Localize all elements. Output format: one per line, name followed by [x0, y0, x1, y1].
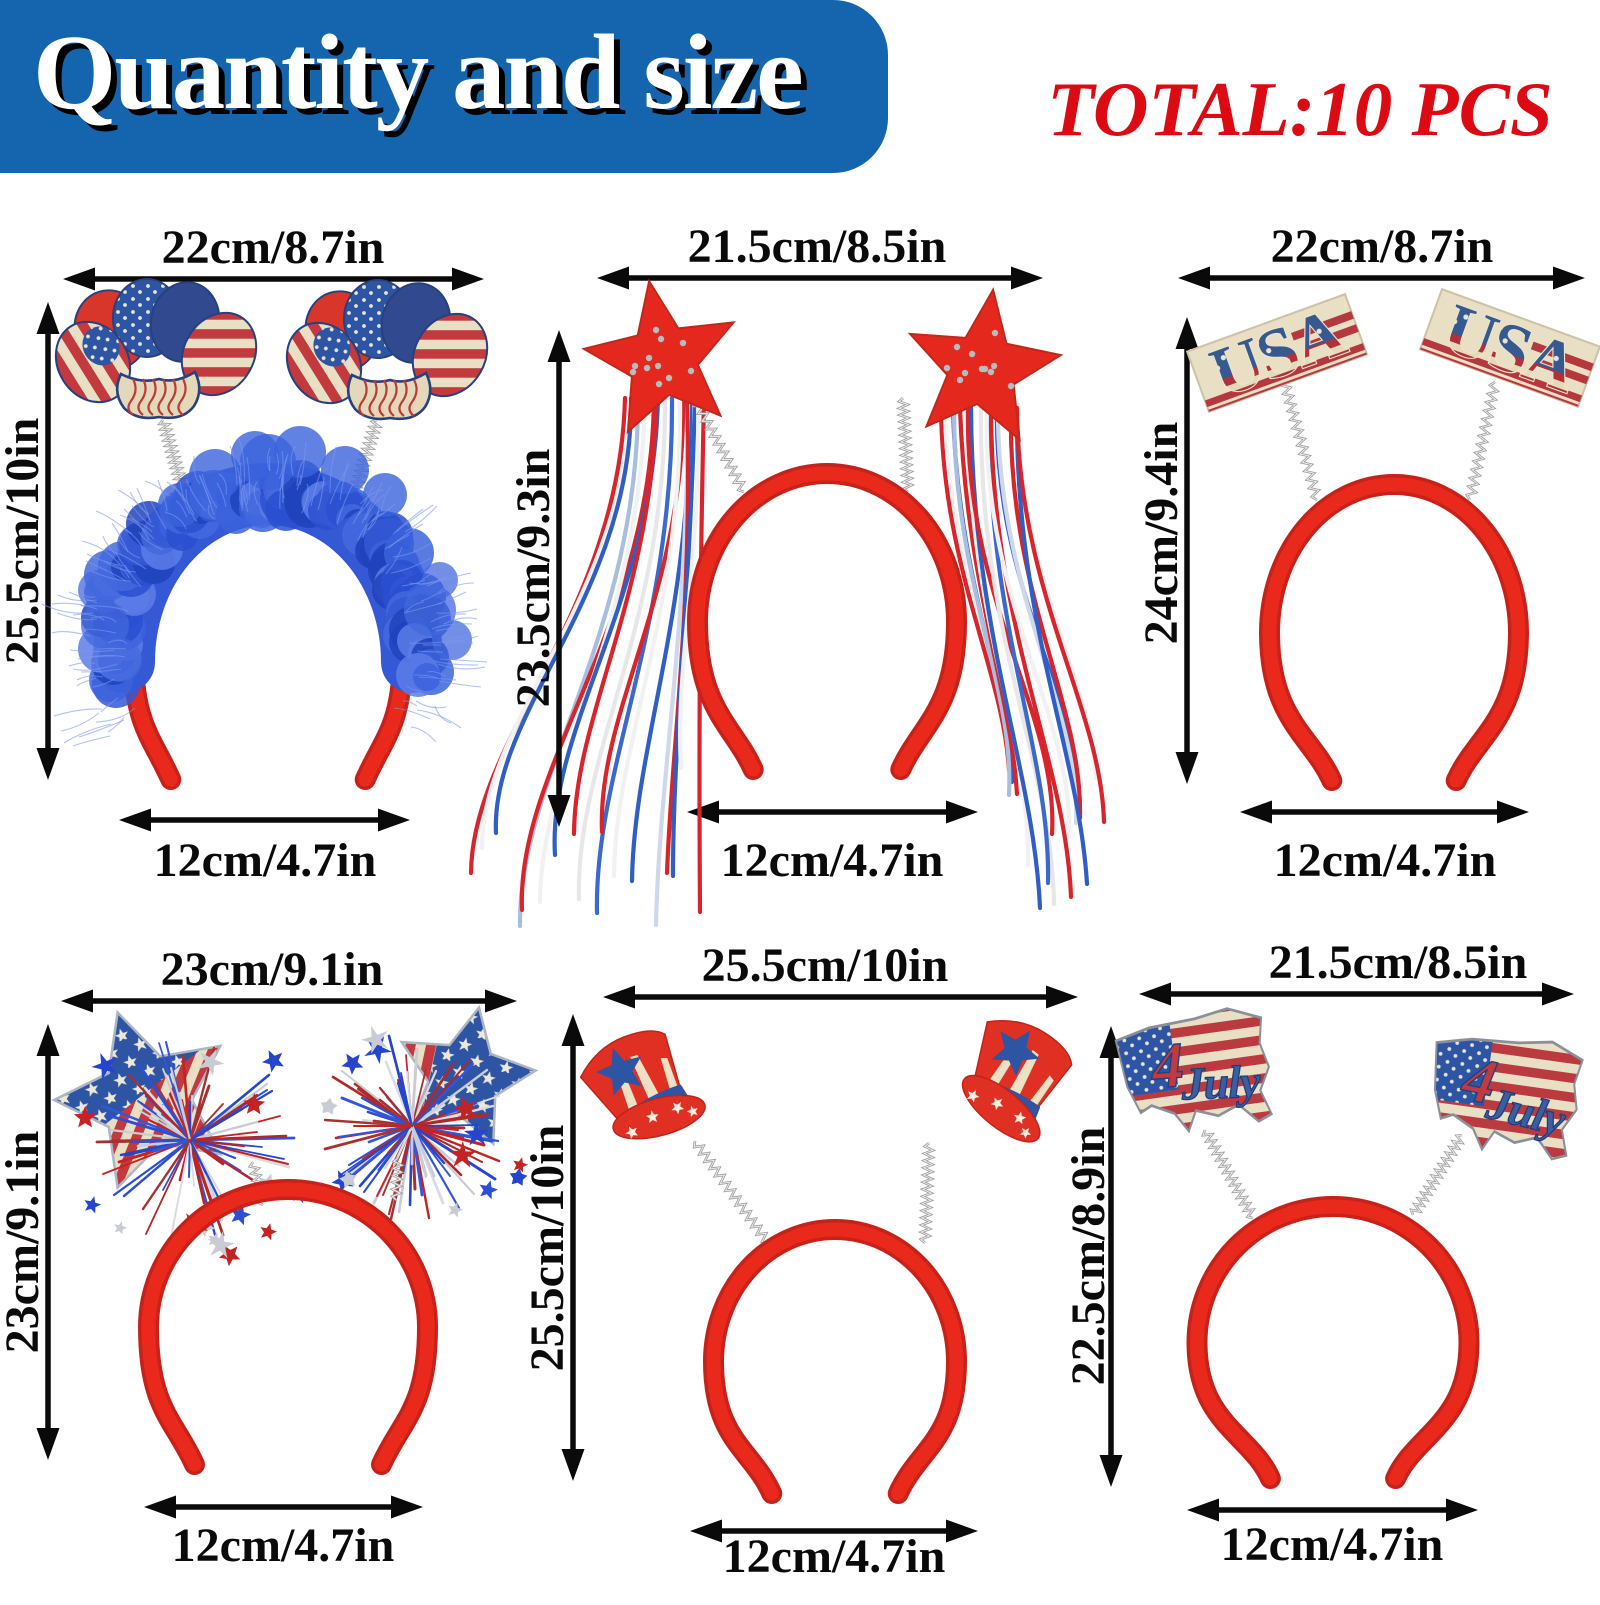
svg-text:12cm/4.7in: 12cm/4.7in	[723, 1530, 946, 1583]
svg-text:22cm/8.7in: 22cm/8.7in	[1271, 220, 1494, 273]
svg-text:12cm/4.7in: 12cm/4.7in	[721, 834, 944, 887]
svg-text:Quantity and size: Quantity and size	[33, 14, 802, 132]
svg-text:23.5cm/9.3in: 23.5cm/9.3in	[507, 449, 560, 708]
svg-text:24cm/9.4in: 24cm/9.4in	[1135, 422, 1188, 645]
svg-text:25.5cm/10in: 25.5cm/10in	[702, 939, 949, 992]
svg-text:12cm/4.7in: 12cm/4.7in	[1221, 1518, 1444, 1571]
svg-text:22.5cm/8.9in: 22.5cm/8.9in	[1062, 1127, 1115, 1386]
svg-text:Quantity and size: Quantity and size	[39, 20, 808, 138]
svg-text:21.5cm/8.5in: 21.5cm/8.5in	[1269, 936, 1528, 989]
svg-text:TOTAL:10 PCS: TOTAL:10 PCS	[1047, 66, 1553, 152]
svg-text:25.5cm/10in: 25.5cm/10in	[521, 1125, 574, 1372]
svg-text:July: July	[1180, 1056, 1262, 1110]
svg-text:22cm/8.7in: 22cm/8.7in	[162, 221, 385, 274]
svg-text:25.5cm/10in: 25.5cm/10in	[0, 418, 49, 665]
svg-text:12cm/4.7in: 12cm/4.7in	[1274, 834, 1497, 887]
svg-text:12cm/4.7in: 12cm/4.7in	[172, 1519, 395, 1572]
svg-text:23cm/9.1in: 23cm/9.1in	[161, 943, 384, 996]
svg-text:4: 4	[1148, 1029, 1186, 1102]
svg-text:12cm/4.7in: 12cm/4.7in	[154, 834, 377, 887]
svg-text:23cm/9.1in: 23cm/9.1in	[0, 1131, 49, 1354]
svg-text:21.5cm/8.5in: 21.5cm/8.5in	[688, 220, 947, 273]
